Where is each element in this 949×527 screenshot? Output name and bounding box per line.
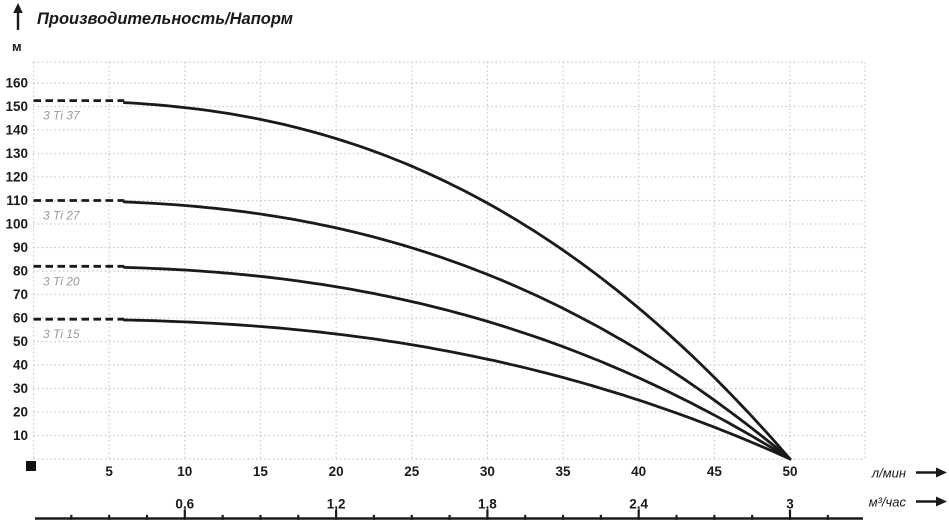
x-tick-label-m3h: 0,6 bbox=[175, 497, 194, 512]
y-axis-unit-label: м bbox=[12, 39, 22, 54]
x-tick-label-lmin: 25 bbox=[404, 464, 420, 479]
y-tick-label: 50 bbox=[13, 334, 28, 349]
y-tick-label: 20 bbox=[13, 405, 28, 420]
y-tick-label: 120 bbox=[5, 170, 28, 185]
x-tick-label-m3h: 1,8 bbox=[478, 497, 497, 512]
y-tick-label: 130 bbox=[5, 146, 28, 161]
pump-curve-3-ti-27 bbox=[122, 200, 792, 461]
x-axis-arrow-m3h-icon bbox=[916, 496, 947, 507]
x-tick-label-lmin: 30 bbox=[480, 464, 495, 479]
y-tick-label: 140 bbox=[5, 123, 28, 138]
x-tick-label-lmin: 15 bbox=[253, 464, 269, 479]
y-tick-label: 160 bbox=[5, 76, 28, 91]
chart-title: Производительность/Напорм bbox=[37, 10, 293, 28]
x-tick-label-m3h: 2,4 bbox=[629, 497, 648, 512]
y-tick-label: 70 bbox=[13, 287, 28, 302]
x-tick-label-lmin: 40 bbox=[631, 464, 646, 479]
pump-curve-3-ti-15 bbox=[122, 318, 792, 461]
x-tick-label-m3h: 3 bbox=[786, 497, 794, 512]
x-tick-label-lmin: 45 bbox=[707, 464, 723, 479]
axis-label-layer: 10 20 30 40 50 60 70 80 90 100 110 120 130 140 150 160 5… bbox=[5, 76, 797, 512]
y-tick-label: 90 bbox=[13, 240, 28, 255]
x-axis-arrow-lmin-icon bbox=[916, 467, 947, 478]
x-tick-label-lmin: 50 bbox=[782, 464, 797, 479]
x-tick-label-lmin: 20 bbox=[329, 464, 344, 479]
curve-label-3-ti-37: 3 Ti 37 bbox=[43, 109, 81, 123]
x-tick-label-lmin: 35 bbox=[556, 464, 572, 479]
y-tick-label: 100 bbox=[5, 217, 28, 232]
y-axis-arrow-icon bbox=[13, 3, 23, 30]
y-tick-label: 10 bbox=[13, 428, 28, 443]
y-tick-label: 150 bbox=[5, 99, 28, 114]
y-tick-label: 110 bbox=[6, 193, 28, 208]
x-tick-label-lmin: 5 bbox=[105, 464, 113, 479]
bottom-axis-layer bbox=[35, 509, 863, 520]
y-tick-label: 60 bbox=[13, 311, 28, 326]
x-axis-unit-lmin-label: л/мин bbox=[871, 466, 906, 481]
curve-label-3-ti-20: 3 Ti 20 bbox=[43, 274, 80, 288]
y-tick-label: 30 bbox=[13, 381, 28, 396]
y-tick-label: 40 bbox=[13, 358, 28, 373]
origin-marker bbox=[26, 461, 36, 471]
curve-layer: 3 Ti 37 3 Ti 27 3 Ti 20 3 Ti 15 bbox=[33, 99, 792, 461]
grid-layer bbox=[32, 61, 866, 460]
x-tick-label-lmin: 10 bbox=[177, 464, 192, 479]
x-tick-label-m3h: 1,2 bbox=[327, 497, 346, 512]
x-axis-unit-m3h-label: м³/час bbox=[869, 495, 907, 510]
pump-curve-3-ti-37 bbox=[122, 101, 792, 461]
y-tick-label: 80 bbox=[13, 264, 28, 279]
curve-label-3-ti-27: 3 Ti 27 bbox=[43, 209, 81, 223]
pump-curve-3-ti-20 bbox=[122, 266, 792, 461]
curve-label-3-ti-15: 3 Ti 15 bbox=[43, 327, 80, 341]
